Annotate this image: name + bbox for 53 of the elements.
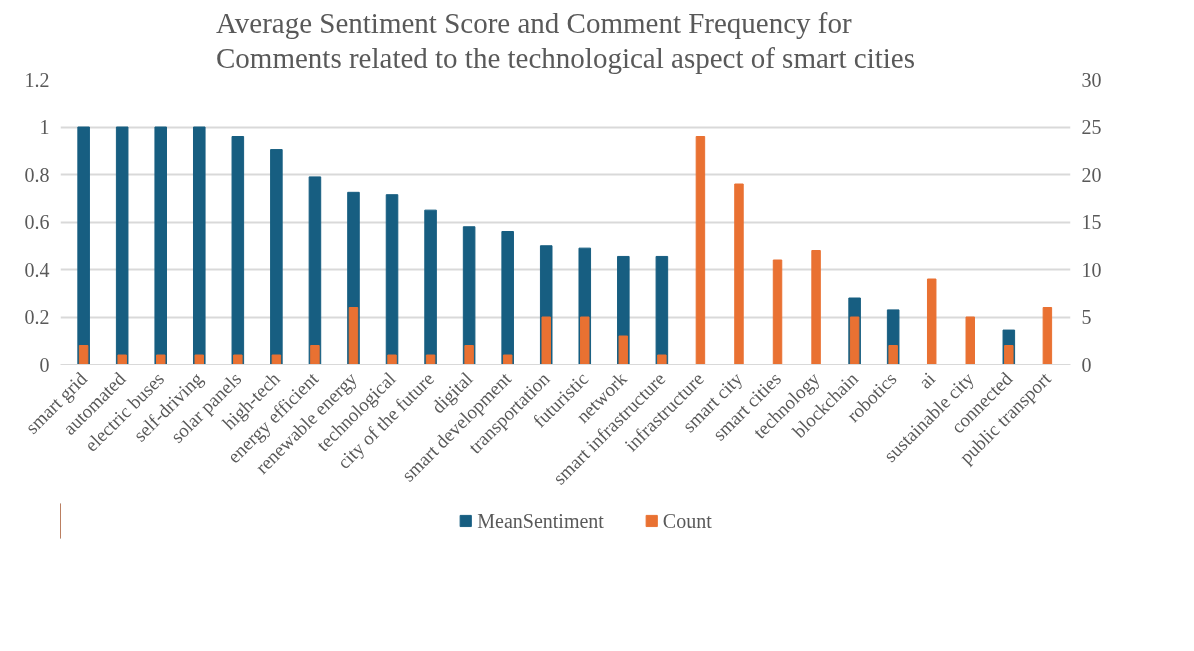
bar — [580, 316, 590, 365]
y2-tick-label: 10 — [1081, 258, 1102, 281]
bar — [655, 255, 669, 365]
legend-label: Count — [662, 509, 712, 532]
bar — [387, 354, 397, 365]
y-tick-label: 1 — [39, 116, 50, 138]
bar — [541, 316, 551, 365]
bar — [464, 345, 474, 365]
bar — [233, 354, 243, 365]
y-tick-label: 0.4 — [24, 258, 50, 281]
y-tick-label: 0 — [39, 353, 50, 376]
bar — [193, 126, 206, 365]
legend-label: MeanSentiment — [477, 509, 604, 532]
y-tick-label: 0.2 — [24, 306, 50, 328]
bar — [811, 250, 821, 365]
bar — [385, 194, 399, 365]
bar — [1004, 345, 1014, 365]
bar — [77, 126, 90, 365]
bar — [501, 231, 514, 365]
bar — [117, 354, 127, 365]
bar — [231, 136, 245, 365]
y-tick-label: 1.2 — [24, 68, 50, 91]
bar — [424, 209, 437, 365]
bar — [270, 149, 283, 365]
bar — [657, 354, 667, 365]
y-tick-label: 0.8 — [24, 163, 50, 186]
bar — [734, 183, 744, 365]
bar — [888, 345, 898, 365]
bar — [965, 316, 976, 365]
y2-tick-label: 30 — [1081, 68, 1102, 91]
y2-tick-label: 5 — [1081, 306, 1092, 328]
y2-tick-label: 25 — [1081, 116, 1102, 138]
bar — [78, 345, 89, 365]
bar — [310, 345, 320, 365]
bar — [502, 354, 513, 365]
bar — [155, 354, 166, 365]
bar — [194, 354, 205, 365]
bar — [695, 136, 706, 365]
x-tick-label: ai — [914, 368, 940, 393]
bar — [308, 176, 322, 365]
bar — [271, 354, 282, 365]
y2-tick-label: 20 — [1081, 163, 1102, 186]
bar — [115, 126, 129, 365]
bar — [1042, 307, 1053, 365]
bar — [154, 126, 168, 365]
y2-tick-label: 0 — [1081, 353, 1092, 376]
chart-title: Average Sentiment Score and Comment Frequency for Comments related to the technological aspect of smart cities — [216, 7, 916, 75]
y-tick-label: 0.6 — [24, 211, 50, 233]
bar — [772, 259, 783, 365]
bar — [926, 278, 937, 365]
bar — [425, 354, 436, 365]
bar — [618, 335, 629, 365]
y2-tick-label: 15 — [1081, 211, 1102, 233]
